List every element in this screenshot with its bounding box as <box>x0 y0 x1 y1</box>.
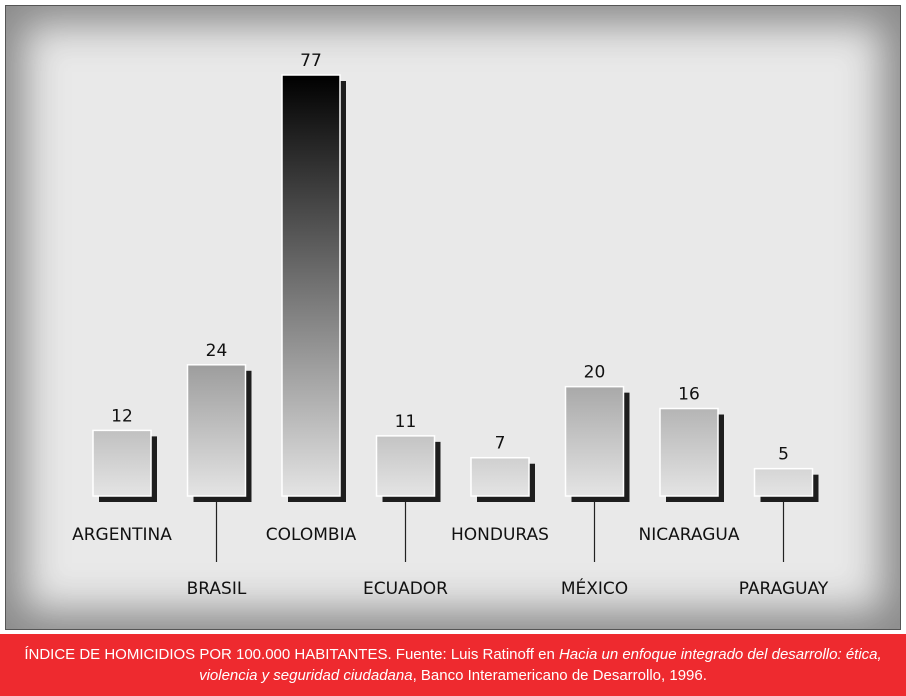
bar-ecuador <box>375 435 436 497</box>
value-label: 16 <box>678 385 700 405</box>
category-label: ECUADOR <box>363 579 448 599</box>
category-label: MÉXICO <box>561 577 628 599</box>
bar-chart: 12 ARGENTINA 24 BRASIL 77 COLOMBIA 11 ECUADOR 7 H… <box>72 51 829 599</box>
bar-honduras <box>470 456 530 497</box>
caption-publisher: , Banco Interamericano de Desarrollo, 19… <box>412 667 707 684</box>
bar-colombia <box>281 74 341 497</box>
value-label: 77 <box>300 51 322 71</box>
value-label: 11 <box>395 412 417 432</box>
category-label: BRASIL <box>187 579 247 599</box>
bar-argentina <box>92 429 152 497</box>
category-label: PARAGUAY <box>739 579 829 599</box>
bar-mxico <box>564 385 625 497</box>
bar-paraguay <box>753 467 814 497</box>
value-label: 12 <box>111 406 133 426</box>
chart-frame <box>5 5 901 630</box>
caption-text: ÍNDICE DE HOMICIDIOS POR 100.000 HABITAN… <box>24 646 559 663</box>
category-label: ARGENTINA <box>72 525 172 545</box>
value-label: 7 <box>495 434 506 454</box>
value-label: 20 <box>584 363 606 383</box>
chart-caption: ÍNDICE DE HOMICIDIOS POR 100.000 HABITAN… <box>0 634 906 696</box>
category-label: COLOMBIA <box>266 525 357 545</box>
value-label: 5 <box>778 445 789 465</box>
bar-nicaragua <box>659 407 719 497</box>
value-label: 24 <box>206 341 228 361</box>
caption-book-title: Hacia un enfoque integrado del desarroll… <box>199 646 882 684</box>
bar-brasil <box>186 364 247 497</box>
category-label: HONDURAS <box>451 525 549 545</box>
category-label: NICARAGUA <box>639 525 740 545</box>
